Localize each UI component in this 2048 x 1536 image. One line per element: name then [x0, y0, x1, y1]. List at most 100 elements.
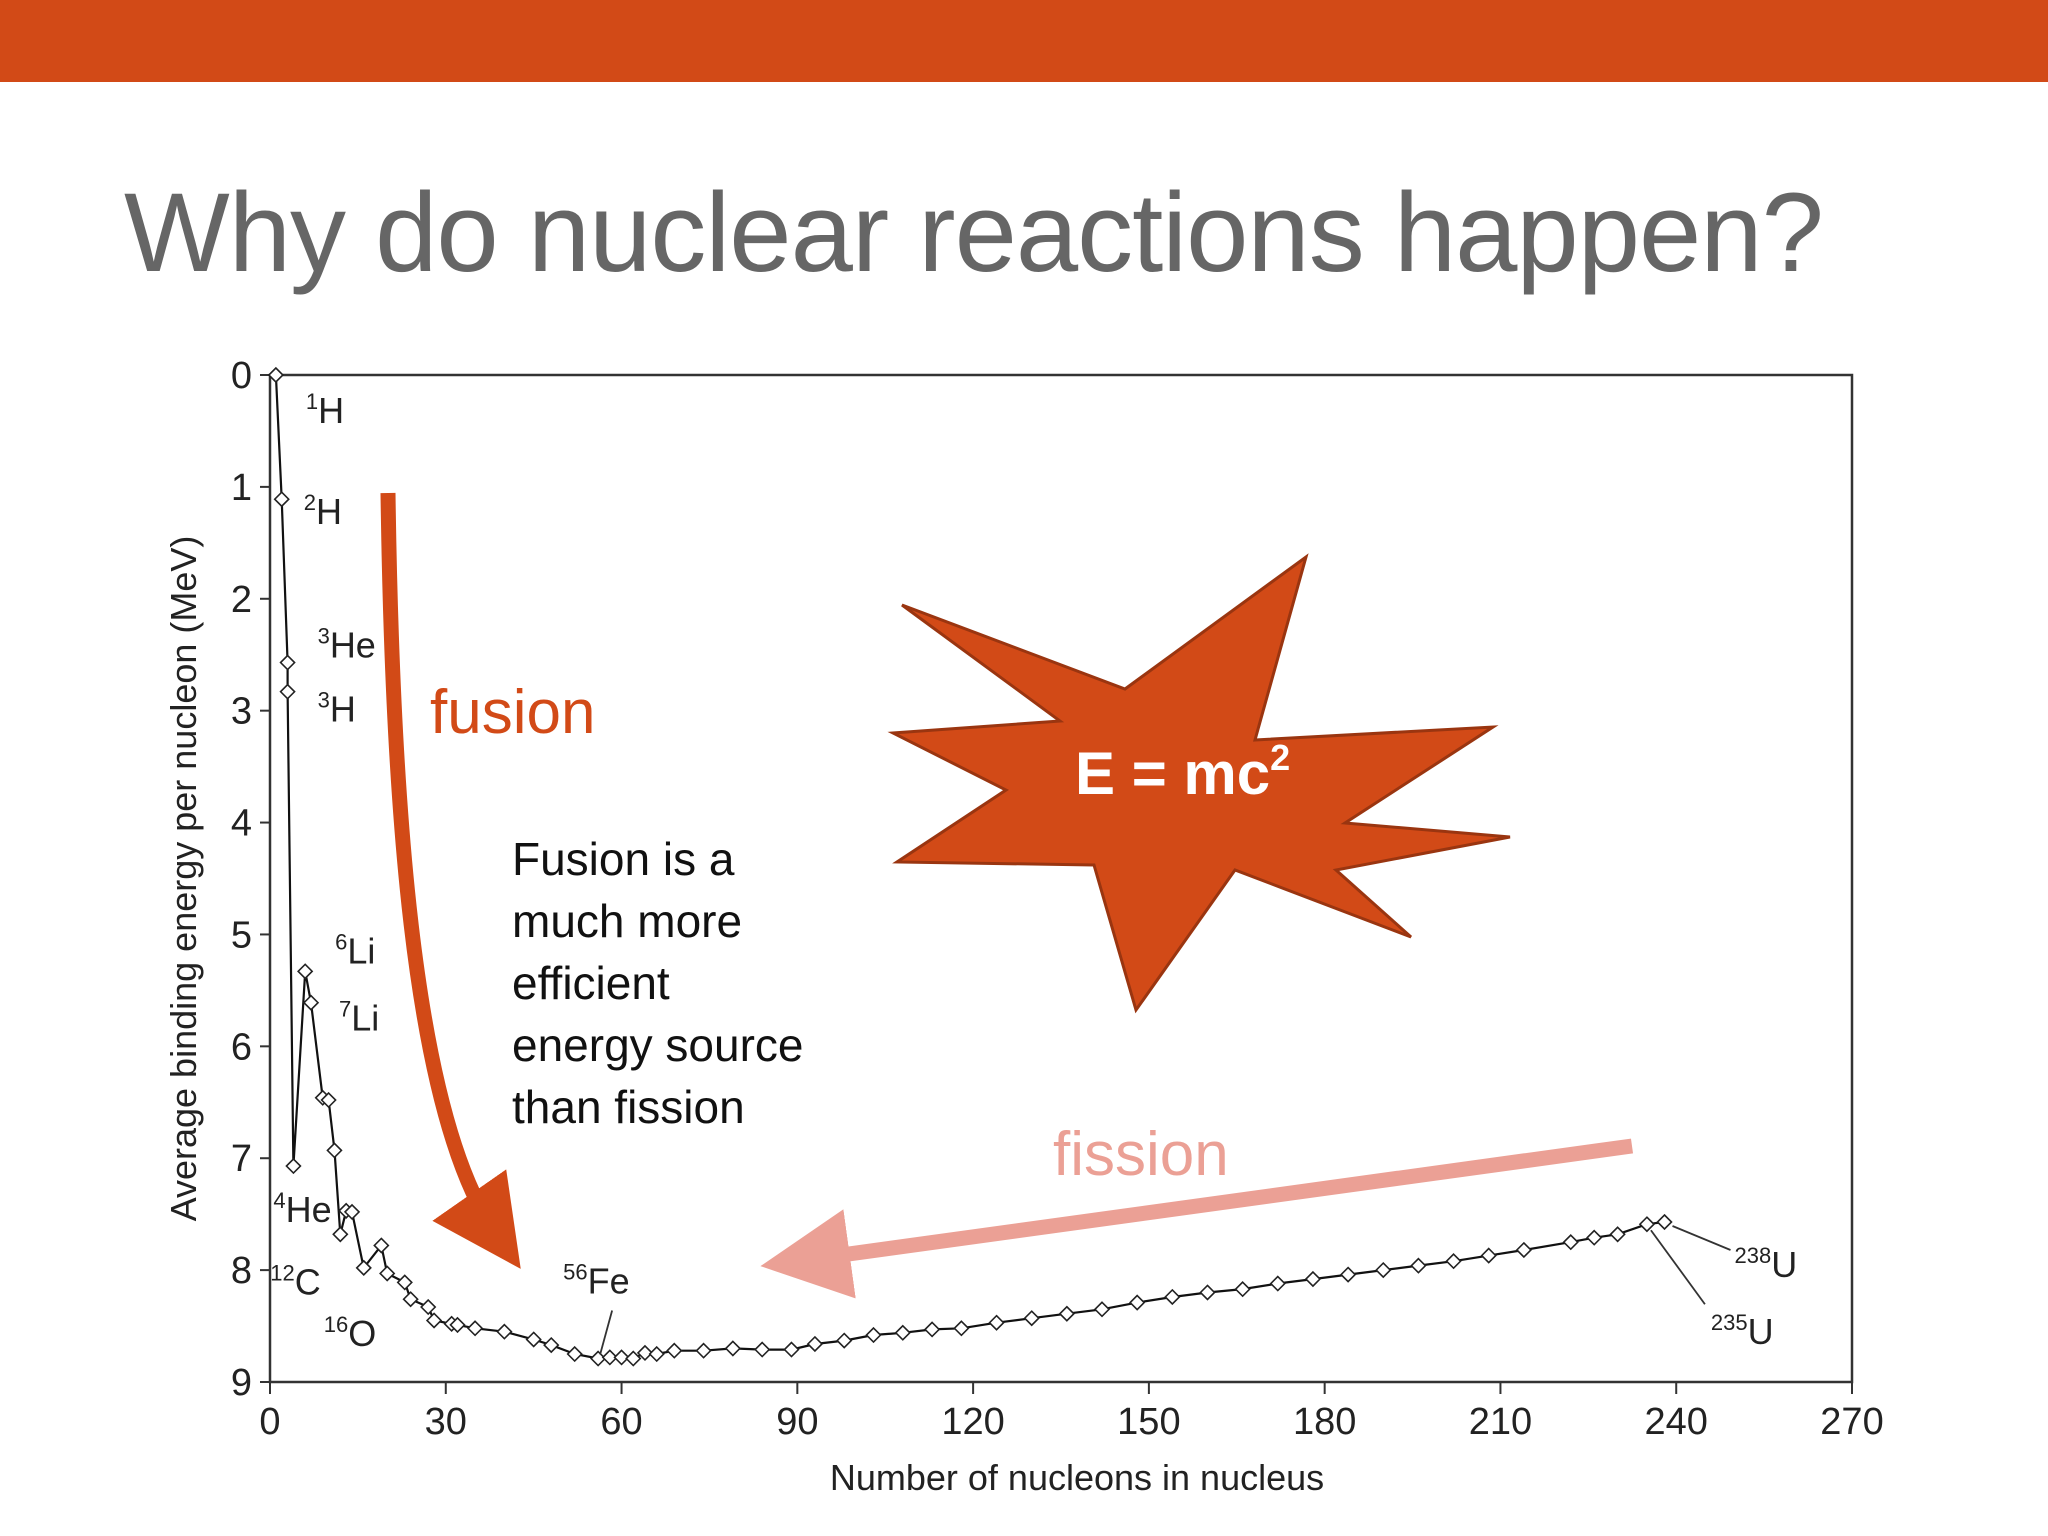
nuclide-symbol: Li	[351, 998, 379, 1039]
data-point	[279, 683, 296, 700]
y-tick-label: 3	[231, 691, 252, 733]
y-tick-label: 2	[231, 579, 252, 621]
nuclide-symbol: H	[316, 491, 342, 532]
data-point	[420, 1298, 437, 1316]
data-point	[1375, 1261, 1392, 1279]
nuclide-label: 16O	[324, 1312, 377, 1354]
data-point	[1445, 1253, 1462, 1270]
x-tick-label: 150	[1117, 1401, 1180, 1443]
note-line: Fusion is a	[512, 833, 735, 885]
nuclide-mass-number: 235	[1711, 1310, 1748, 1335]
data-point	[332, 1226, 349, 1243]
nuclide-mass-number: 4	[273, 1188, 285, 1213]
x-tick-label: 270	[1820, 1401, 1883, 1443]
data-point	[379, 1265, 396, 1282]
data-point	[601, 1349, 618, 1366]
data-point	[466, 1320, 484, 1337]
data-point	[865, 1326, 882, 1344]
data-point	[754, 1341, 771, 1358]
y-tick-label: 8	[231, 1250, 252, 1292]
nuclide-label: 3H	[318, 688, 356, 730]
data-point	[402, 1291, 419, 1308]
nuclide-label: 235U	[1711, 1310, 1774, 1352]
y-tick-label: 7	[231, 1138, 252, 1180]
nuclide-symbol: He	[286, 1189, 332, 1230]
x-tick-label: 180	[1293, 1401, 1356, 1443]
nuclide-label: 6Li	[335, 929, 375, 971]
y-tick-label: 1	[231, 467, 252, 509]
data-point	[613, 1349, 630, 1366]
fission-label: fission	[1053, 1120, 1229, 1189]
data-point	[373, 1237, 390, 1254]
data-point	[273, 491, 290, 508]
data-point	[783, 1341, 800, 1358]
data-point	[543, 1336, 560, 1354]
data-point	[1339, 1266, 1357, 1283]
data-point	[988, 1314, 1005, 1331]
data-point	[806, 1335, 824, 1353]
data-point	[724, 1340, 742, 1357]
equation-base: E = mc	[1075, 740, 1270, 807]
nuclide-symbol: Fe	[588, 1261, 630, 1302]
note-line: than fission	[512, 1081, 745, 1133]
nuclide-symbol: H	[330, 689, 356, 730]
x-tick-label: 120	[941, 1401, 1004, 1443]
nuclide-symbol: He	[330, 625, 376, 666]
data-point	[625, 1350, 642, 1367]
x-axis-label: Number of nucleons in nucleus	[830, 1457, 1324, 1498]
y-axis-label: Average binding energy per nucleon (MeV)	[163, 536, 204, 1222]
equation-exponent: 2	[1270, 737, 1290, 778]
data-point	[302, 994, 320, 1011]
x-tick-label: 90	[776, 1401, 818, 1443]
axes: 0 30 60 90 120 150 180 210 240 2700123456789Numbe…	[163, 355, 1884, 1498]
data-point	[279, 654, 296, 671]
y-tick-label: 5	[231, 914, 252, 956]
data-point	[1638, 1216, 1656, 1233]
x-tick-label: 60	[600, 1401, 642, 1443]
nuclide-label: 1H	[306, 389, 344, 431]
data-point	[1269, 1275, 1286, 1292]
data-point	[1164, 1288, 1181, 1306]
data-point	[1234, 1281, 1251, 1298]
y-tick-label: 0	[231, 355, 252, 397]
data-point	[425, 1312, 443, 1329]
fusion-arrow	[380, 492, 521, 1269]
nuclide-label: 12C	[270, 1260, 320, 1302]
x-tick-label: 240	[1645, 1401, 1708, 1443]
nuclide-symbol: U	[1748, 1311, 1774, 1352]
nuclide-mass-number: 2	[304, 490, 316, 515]
fusion-label: fusion	[430, 678, 595, 747]
note-line: efficient	[512, 957, 670, 1009]
data-point	[1199, 1284, 1216, 1301]
y-tick-label: 9	[231, 1362, 252, 1404]
data-point	[923, 1321, 941, 1338]
data-point	[396, 1274, 413, 1291]
data-point	[285, 1157, 302, 1175]
data-point	[1410, 1257, 1427, 1274]
nuclide-label: 7Li	[339, 997, 379, 1039]
data-point	[894, 1324, 911, 1341]
data-point	[666, 1342, 683, 1359]
nuclide-mass-number: 6	[335, 929, 347, 954]
data-point	[320, 1091, 337, 1109]
nuclide-mass-number: 3	[318, 688, 330, 713]
nuclide-symbol: Li	[347, 930, 375, 971]
data-point	[1609, 1226, 1626, 1243]
nuclide-label: 3He	[318, 624, 376, 666]
nuclide-mass-number: 16	[324, 1312, 348, 1337]
u235-leader-line	[1650, 1229, 1706, 1305]
data-point	[1093, 1301, 1111, 1318]
slide-title: Why do nuclear reactions happen?	[124, 170, 1824, 295]
data-point	[326, 1142, 343, 1159]
nuclide-label: 4He	[273, 1188, 331, 1230]
nuclide-symbol: U	[1771, 1244, 1797, 1285]
data-point	[1129, 1294, 1146, 1311]
nuclide-mass-number: 12	[270, 1260, 294, 1285]
data-point	[636, 1344, 654, 1362]
data-point	[566, 1345, 583, 1363]
y-tick-label: 6	[231, 1026, 252, 1068]
nuclide-symbol: O	[348, 1313, 376, 1354]
data-point	[267, 366, 284, 384]
x-tick-label: 30	[425, 1401, 467, 1443]
